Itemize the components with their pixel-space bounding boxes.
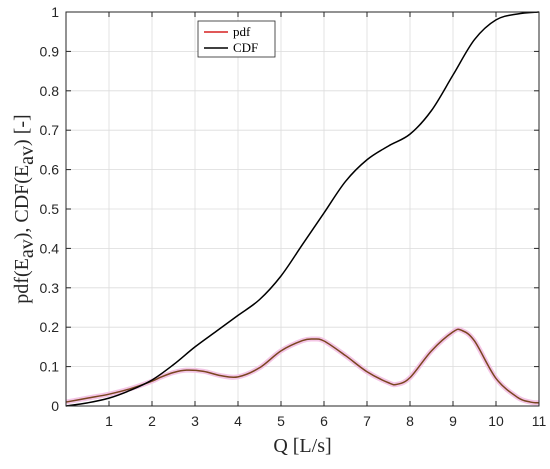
legend: pdf CDF: [197, 20, 276, 58]
legend-box: [197, 20, 276, 58]
y-label-part-a: pdf(E: [11, 258, 33, 304]
series-cdf-line: [65, 11, 540, 407]
y-tick-label: 0.4: [40, 240, 60, 256]
x-tick-label: 6: [320, 413, 328, 429]
y-tick-label: 0.6: [40, 162, 60, 178]
y-tick-label: 1: [51, 4, 59, 20]
y-tick-label: 0: [51, 398, 59, 414]
x-tick-label: 3: [191, 413, 199, 429]
ticks: 1 2 3 4 5 6 7 8 9 10 11 0 0.1 0.2 0.3 0.4 0.5 0.6 0.7 0.8 0.…: [40, 4, 547, 429]
x-tick-label: 9: [449, 413, 457, 429]
series-pdf-line: [65, 328, 540, 404]
legend-label-pdf: pdf: [233, 24, 251, 39]
x-tick-label: 10: [488, 413, 504, 429]
y-axis-label: pdf(Eav), CDF(Eav) [-]: [11, 114, 38, 303]
y-tick-label: 0.7: [40, 122, 60, 138]
y-tick-label: 0.8: [40, 83, 60, 99]
series-layer: [65, 11, 540, 407]
y-label-sub-b: av: [16, 146, 38, 165]
x-tick-label: 2: [148, 413, 156, 429]
y-tick-label: 0.3: [40, 280, 60, 296]
y-tick-label: 0.9: [40, 43, 60, 59]
y-tick-label: 0.2: [40, 319, 60, 335]
y-label-sub-a: av: [16, 239, 38, 258]
x-tick-label: 8: [406, 413, 414, 429]
x-tick-label: 5: [277, 413, 285, 429]
x-axis-label: Q [L/s]: [273, 435, 331, 457]
y-label-part-c: ) [-]: [11, 114, 33, 146]
x-tick-label: 11: [532, 413, 547, 429]
y-tick-label: 0.5: [40, 201, 60, 217]
y-label-part-b: ), CDF(E: [11, 165, 33, 239]
legend-label-cdf: CDF: [233, 40, 258, 55]
x-tick-label: 1: [105, 413, 113, 429]
y-tick-label: 0.1: [40, 359, 60, 375]
x-tick-label: 4: [234, 413, 242, 429]
x-tick-label: 7: [363, 413, 371, 429]
grid: [66, 11, 540, 407]
